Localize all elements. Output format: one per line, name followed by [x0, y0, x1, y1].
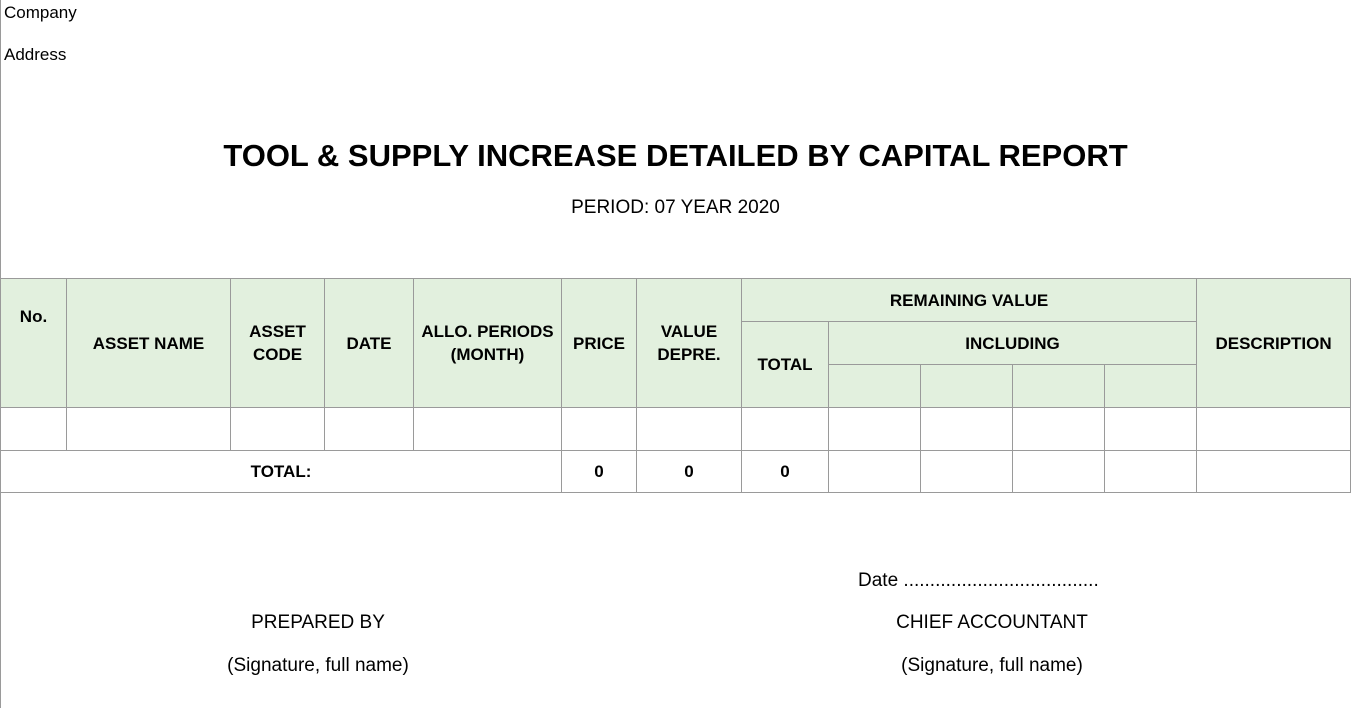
cell-no[interactable] [0, 407, 67, 451]
asset-code-line-1: ASSET [249, 322, 306, 341]
col-header-price: PRICE [561, 278, 637, 408]
cell-including-1[interactable] [828, 407, 921, 451]
value-depre-line-1: VALUE [660, 322, 718, 341]
cell-description[interactable] [1196, 407, 1352, 451]
total-remaining: 0 [741, 450, 829, 493]
including-subcol-2 [920, 364, 1013, 408]
cell-allo-periods[interactable] [413, 407, 562, 451]
col-header-remaining-value: REMAINING VALUE [740, 278, 1198, 322]
cell-including-2[interactable] [920, 407, 1013, 451]
total-price: 0 [561, 450, 637, 493]
cell-date[interactable] [324, 407, 414, 451]
cell-including-4[interactable] [1103, 407, 1198, 451]
total-including-3 [1012, 450, 1105, 493]
report-table: No. ASSET NAME ASSET CODE DATE ALLO. PER… [0, 278, 1352, 493]
col-header-no: No. [0, 278, 67, 408]
total-label: TOTAL: [0, 450, 562, 493]
header-row-2: TOTAL INCLUDING [1, 321, 1351, 408]
prepared-by-label: PREPARED BY [251, 612, 385, 633]
header-row-1: No. ASSET NAME ASSET CODE DATE ALLO. PER… [0, 278, 1352, 408]
including-subcol-4 [1103, 364, 1198, 408]
col-header-value-depre: VALUE DEPRE. [636, 278, 742, 408]
col-header-total: TOTAL [741, 321, 829, 408]
total-including-2 [920, 450, 1013, 493]
report-title: TOOL & SUPPLY INCREASE DETAILED BY CAPIT… [223, 138, 1128, 173]
cell-including-3[interactable] [1012, 407, 1105, 451]
cell-price[interactable] [561, 407, 637, 451]
total-including-4 [1103, 450, 1198, 493]
cell-value-depre[interactable] [636, 407, 742, 451]
asset-code-line-2: CODE [252, 345, 303, 364]
allo-periods-line-2: (MONTH) [450, 345, 525, 364]
chief-accountant-signature-note: (Signature, full name) [901, 655, 1083, 676]
address-label: Address [4, 45, 67, 64]
col-header-description: DESCRIPTION [1196, 278, 1352, 408]
company-label: Company [4, 3, 77, 22]
col-header-allo-periods: ALLO. PERIODS (MONTH) [413, 278, 562, 408]
allo-periods-line-1: ALLO. PERIODS [421, 322, 554, 341]
report-period: PERIOD: 07 YEAR 2020 [571, 197, 780, 218]
total-row: TOTAL: 0 0 0 [0, 450, 1352, 493]
cell-remaining-total[interactable] [741, 407, 829, 451]
table-row [0, 407, 1352, 451]
including-subcol-1 [828, 364, 921, 408]
value-depre-line-2: DEPRE. [657, 345, 721, 364]
header-row-3 [1, 364, 1351, 408]
signature-date-line: Date ...................................… [858, 570, 1099, 591]
cell-asset-name[interactable] [66, 407, 231, 451]
col-header-date: DATE [324, 278, 414, 408]
cell-asset-code[interactable] [230, 407, 325, 451]
including-subcol-3 [1012, 364, 1105, 408]
total-including-1 [828, 450, 921, 493]
col-header-asset-name: ASSET NAME [66, 278, 231, 408]
total-value-depre: 0 [636, 450, 742, 493]
chief-accountant-label: CHIEF ACCOUNTANT [896, 612, 1088, 633]
col-header-asset-code: ASSET CODE [230, 278, 325, 408]
total-description [1196, 450, 1352, 493]
prepared-by-signature-note: (Signature, full name) [227, 655, 409, 676]
col-header-including: INCLUDING [827, 321, 1198, 365]
